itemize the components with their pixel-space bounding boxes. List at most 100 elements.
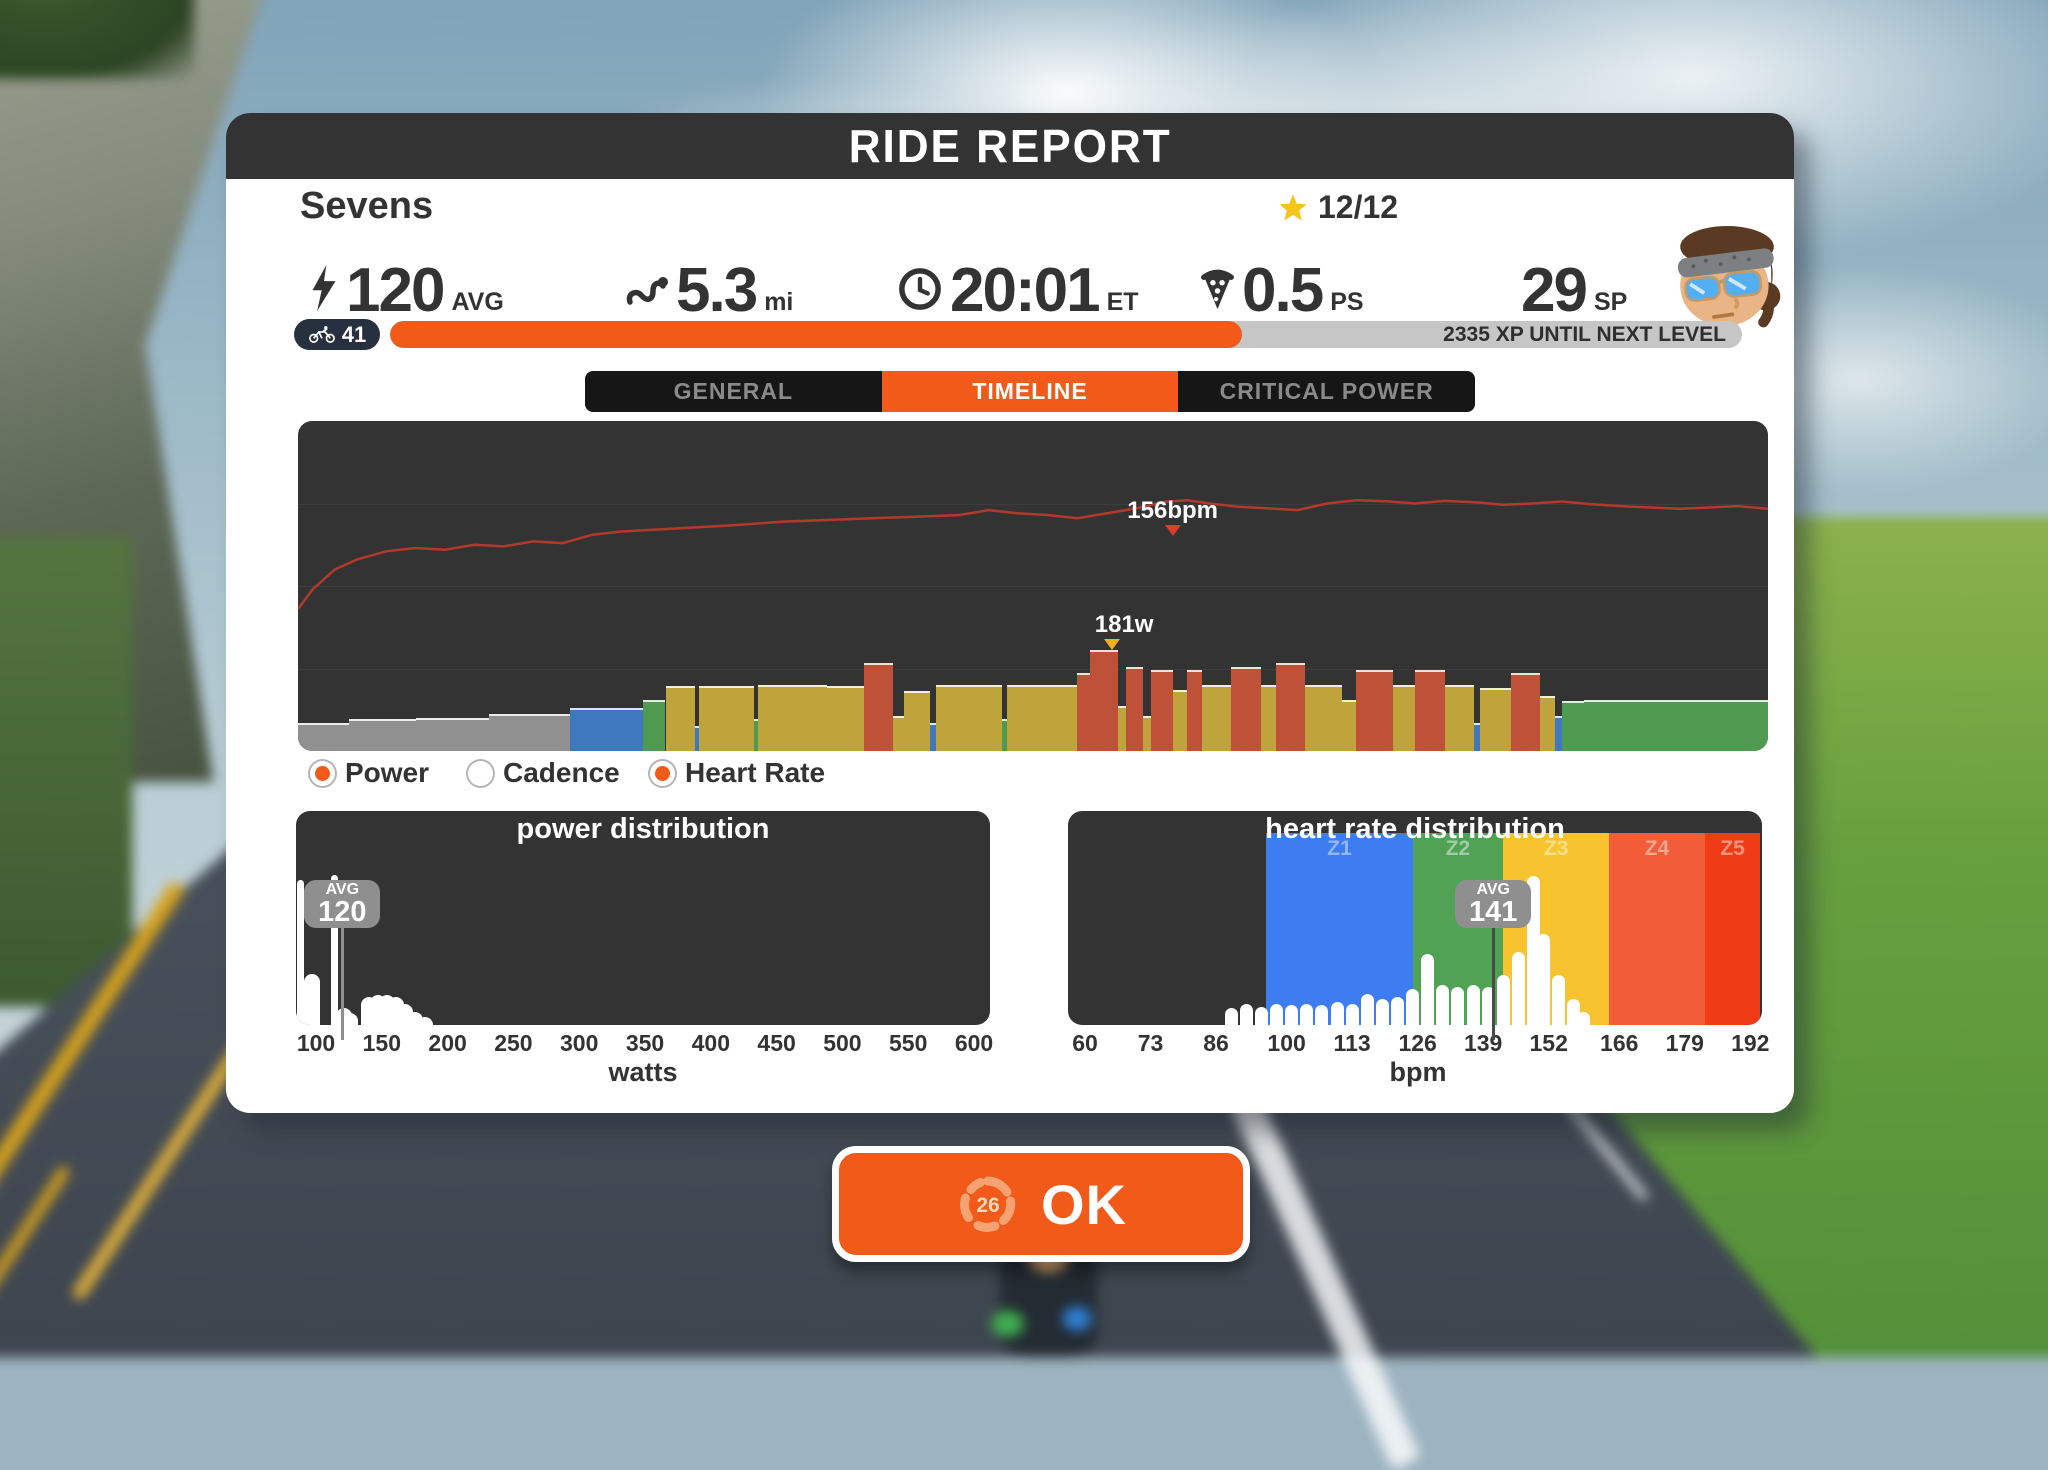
radio-icon[interactable] xyxy=(468,760,493,786)
axis-tick: 550 xyxy=(889,1030,928,1056)
axis-tick: 200 xyxy=(428,1030,467,1056)
power-segment-green xyxy=(1002,719,1007,751)
histogram-bar xyxy=(1300,1004,1314,1025)
avg-power-line xyxy=(340,923,344,1025)
toggle-cadence[interactable]: Cadence xyxy=(468,757,620,789)
histogram-bar xyxy=(417,1017,434,1025)
power-segment-gray xyxy=(349,719,416,751)
histogram-bar xyxy=(1330,1002,1344,1025)
rider-silhouette xyxy=(991,1310,1024,1338)
histogram-bar xyxy=(342,1013,359,1025)
avg-hr-line xyxy=(1491,923,1495,1025)
stat-unit: AVG xyxy=(451,288,504,316)
countdown-seconds: 26 xyxy=(976,1194,999,1217)
power-peak-marker-icon xyxy=(1104,639,1121,650)
pizza-icon xyxy=(1201,269,1234,311)
axis-tick: 150 xyxy=(362,1030,401,1056)
power-segment-red xyxy=(1150,669,1173,751)
toggle-power[interactable]: Power xyxy=(310,757,429,789)
avg-power-line xyxy=(340,1025,344,1040)
power-segment-yellow xyxy=(1202,684,1232,751)
hr-zone-band-z4 xyxy=(1609,833,1705,1025)
power-axis-label: watts xyxy=(608,1057,678,1087)
axis-tick: 600 xyxy=(954,1030,994,1056)
stat-et: 20:01 ET xyxy=(898,255,1139,325)
radio-icon[interactable] xyxy=(650,760,675,786)
axis-tick: 152 xyxy=(1529,1030,1568,1056)
power-segment-yellow xyxy=(758,684,828,751)
hr-axis-ticks: 60 73 86 100 113 126 139 152 166 179 192 xyxy=(1068,1030,1769,1056)
ok-button[interactable]: 26 OK xyxy=(832,1146,1250,1262)
level-number: 41 xyxy=(341,321,367,347)
hr-zone-label: Z4 xyxy=(1644,837,1670,860)
axis-tick: 450 xyxy=(757,1030,796,1056)
toggle-heart-rate[interactable]: Heart Rate xyxy=(650,757,825,789)
power-segment-blue xyxy=(1554,716,1563,751)
power-segment-gray xyxy=(298,722,350,751)
gridline xyxy=(298,668,1768,670)
rider-silhouette xyxy=(1062,1306,1092,1331)
power-segment-red xyxy=(863,663,894,751)
radio-selected-dot xyxy=(315,765,330,781)
histogram-bar xyxy=(1224,1008,1238,1025)
stat-sp: 29 SP xyxy=(1521,255,1628,325)
axis-tick: 139 xyxy=(1463,1030,1503,1056)
histogram-bar xyxy=(1315,1005,1329,1025)
power-distribution-title: power distribution xyxy=(516,813,770,845)
power-segment-yellow xyxy=(1479,687,1511,751)
axis-tick: 179 xyxy=(1665,1030,1704,1056)
hr-distribution-title: heart rate distribution xyxy=(1265,813,1565,845)
axis-tick: 300 xyxy=(560,1030,599,1056)
toggle-label: Heart Rate xyxy=(685,757,826,788)
avatar-illustration xyxy=(1677,226,1781,328)
stat-unit: PS xyxy=(1330,288,1364,316)
stat-value: 0.5 xyxy=(1242,255,1324,325)
power-segment-red xyxy=(1275,663,1305,751)
power-segment-gray xyxy=(489,714,570,751)
stat-mi: 5.3 mi xyxy=(626,259,793,321)
power-segment-gray xyxy=(415,717,490,751)
stat-ps: 0.5 PS xyxy=(1201,255,1364,325)
axis-tick: 100 xyxy=(296,1030,336,1056)
power-segment-yellow xyxy=(1118,706,1126,751)
histogram-bar xyxy=(1496,975,1510,1025)
dialog-titlebar: RIDE REPORT xyxy=(226,113,1794,179)
power-segment-blue xyxy=(569,707,644,751)
radio-selected-dot xyxy=(655,765,670,781)
hr-zone-band-z5 xyxy=(1704,833,1761,1025)
histogram-bar xyxy=(304,974,321,1025)
tab-general[interactable]: GENERAL xyxy=(585,371,882,412)
radio-icon[interactable] xyxy=(310,760,335,786)
xp-progress-bar: 2335 XP UNTIL NEXT LEVEL xyxy=(390,321,1742,348)
histogram-bar xyxy=(1285,1005,1299,1025)
stat-value: 20:01 xyxy=(950,255,1101,325)
power-segment-yellow xyxy=(1393,684,1416,751)
histogram-bar xyxy=(1481,987,1495,1025)
hr-peak-label: 156bpm xyxy=(1127,497,1218,524)
hr-axis-label: bpm xyxy=(1389,1057,1447,1087)
axis-tick: 60 xyxy=(1072,1030,1098,1056)
ride-name: Sevens xyxy=(300,185,434,227)
axis-tick: 350 xyxy=(625,1030,665,1056)
hr-zone-label: Z5 xyxy=(1720,837,1745,860)
histogram-bar xyxy=(1577,1012,1591,1025)
power-segment-green xyxy=(1584,699,1768,751)
power-segment-green xyxy=(753,719,759,751)
star-count: 12/12 xyxy=(1318,189,1399,225)
stat-value: 29 xyxy=(1521,255,1588,325)
power-segment-yellow xyxy=(699,686,754,751)
histogram-bar xyxy=(1390,997,1404,1025)
power-segment-yellow xyxy=(827,686,864,751)
avatar xyxy=(1662,213,1792,343)
power-segment-green xyxy=(643,699,666,751)
hr-peak-marker-icon xyxy=(1164,525,1181,536)
power-segment-red xyxy=(1356,669,1394,751)
histogram-bar xyxy=(1511,952,1525,1025)
tab-critical-power[interactable]: CRITICAL POWER xyxy=(1178,371,1476,412)
stat-unit: SP xyxy=(1593,288,1628,316)
power-icon xyxy=(310,265,338,311)
power-zone-area xyxy=(298,421,1768,751)
power-segment-yellow xyxy=(1304,684,1342,751)
power-segment-yellow xyxy=(665,686,695,751)
tab-timeline[interactable]: TIMELINE xyxy=(881,371,1179,412)
